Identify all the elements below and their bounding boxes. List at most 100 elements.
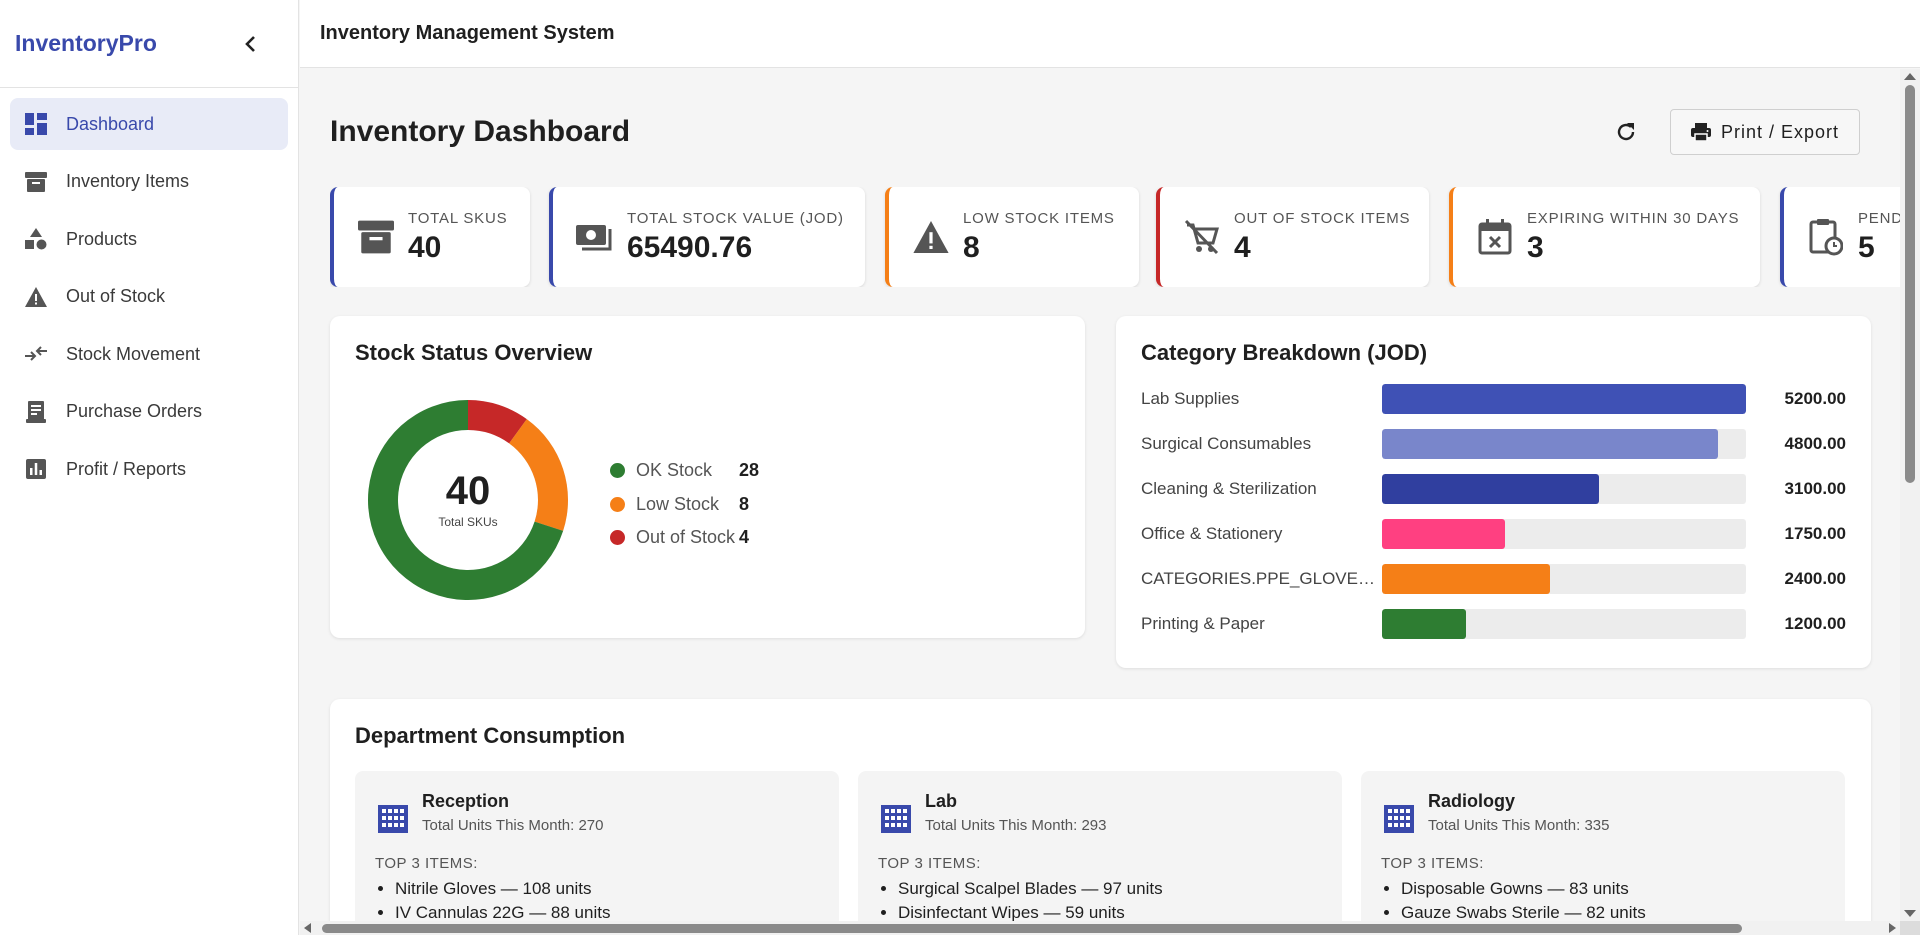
archive-box-icon <box>356 217 396 257</box>
category-name: Cleaning & Sterilization <box>1141 479 1317 498</box>
donut-svg <box>368 400 568 600</box>
sidebar-item-products[interactable]: Products <box>10 213 288 265</box>
list-item: Nitrile Gloves — 108 units <box>395 879 610 903</box>
refresh-icon <box>1617 123 1635 141</box>
legend-dot <box>610 530 625 546</box>
scrollbar-corner <box>1900 921 1920 935</box>
card-title: Department Consumption <box>355 723 626 748</box>
sidebar-item-purchase-orders[interactable]: Purchase Orders <box>10 386 288 438</box>
list-item: Gauze Swabs Sterile — 82 units <box>1401 903 1646 921</box>
scroll-down-arrow-icon[interactable] <box>1904 910 1916 917</box>
kpi-pending: PENDING 5 <box>1780 187 1900 287</box>
warning-icon <box>24 285 48 309</box>
collapse-sidebar-button[interactable] <box>236 30 264 58</box>
brand-bar: InventoryPro <box>0 0 298 88</box>
stock-status-card: Stock Status Overview 40 Total SKUs OK S… <box>330 316 1085 638</box>
scroll-right-arrow-icon[interactable] <box>1889 923 1896 933</box>
kpi-value: 4 <box>1234 230 1251 264</box>
list-item: Disinfectant Wipes — 59 units <box>898 903 1163 921</box>
kpi-value: 5 <box>1858 230 1875 264</box>
department-name: Reception <box>422 791 510 811</box>
category-row: Cleaning & Sterilization 3100.00 <box>1141 474 1846 504</box>
category-name: Printing & Paper <box>1141 614 1265 633</box>
horizontal-scroll-thumb[interactable] <box>322 924 1742 933</box>
building-icon <box>881 805 911 833</box>
department-consumption-card: Department Consumption Reception Total U… <box>330 699 1871 921</box>
top-items-list: Surgical Scalpel Blades — 97 units Disin… <box>898 879 1163 921</box>
warning-icon <box>911 217 951 257</box>
refresh-button[interactable] <box>1610 116 1642 148</box>
scroll-up-arrow-icon[interactable] <box>1904 73 1916 80</box>
legend-item-out: Out of Stock 4 <box>610 521 759 555</box>
receipt-icon <box>24 400 48 424</box>
shapes-icon <box>24 227 48 251</box>
sidebar-item-label: Purchase Orders <box>66 401 203 421</box>
kpi-low-stock: LOW STOCK ITEMS 8 <box>885 187 1139 287</box>
department-name: Lab <box>925 791 958 811</box>
donut-total-label: Total SKUs <box>438 515 498 529</box>
cart-off-icon <box>1182 217 1222 257</box>
category-row: Printing & Paper 1200.00 <box>1141 609 1846 639</box>
category-value: 1750.00 <box>1784 524 1846 543</box>
kpi-out-of-stock: OUT OF STOCK ITEMS 4 <box>1156 187 1429 287</box>
kpi-row: TOTAL SKUS 40 TOTAL STOCK VALUE (JOD) 65… <box>330 187 1900 287</box>
category-bar <box>1382 474 1599 504</box>
chevron-left-icon <box>245 35 255 52</box>
category-value: 4800.00 <box>1784 434 1846 453</box>
sidebar-item-label: Products <box>66 228 138 249</box>
donut-total: 40 <box>445 469 491 513</box>
category-bar-track <box>1382 519 1746 549</box>
category-breakdown-card: Category Breakdown (JOD) Lab Supplies 520… <box>1116 316 1871 668</box>
sidebar-item-dashboard[interactable]: Dashboard <box>10 98 288 150</box>
scroll-left-arrow-icon[interactable] <box>304 923 311 933</box>
sidebar-nav: Dashboard Inventory Items Products Out o… <box>0 88 298 511</box>
brand-name: InventoryPro <box>15 30 157 56</box>
sidebar-item-stock-movement[interactable]: Stock Movement <box>10 328 288 380</box>
sidebar: InventoryPro Dashboard Inventory Items P… <box>0 0 299 935</box>
app-title: Inventory Management System <box>320 22 615 44</box>
category-name: Surgical Consumables <box>1141 434 1312 453</box>
dashboard-icon <box>24 112 48 136</box>
category-bar-track <box>1382 474 1746 504</box>
category-value: 5200.00 <box>1784 389 1846 408</box>
list-item: IV Cannulas 22G — 88 units <box>395 903 610 921</box>
sidebar-item-label: Dashboard <box>66 113 155 134</box>
building-icon <box>1384 805 1414 833</box>
top-items-list: Disposable Gowns — 83 units Gauze Swabs … <box>1401 879 1646 921</box>
vertical-scrollbar[interactable] <box>1900 69 1920 921</box>
legend-dot <box>610 496 625 512</box>
card-title: Stock Status Overview <box>355 340 593 365</box>
top-items-list: Nitrile Gloves — 108 units IV Cannulas 2… <box>395 879 610 921</box>
vertical-scroll-thumb[interactable] <box>1905 85 1915 483</box>
horizontal-scrollbar[interactable] <box>300 921 1900 935</box>
list-item: Disposable Gowns — 83 units <box>1401 879 1646 903</box>
donut-center: 40 Total SKUs <box>368 400 568 600</box>
top-items-label: TOP 3 ITEMS: <box>375 855 478 872</box>
kpi-label: PENDING <box>1858 209 1900 227</box>
department-card-reception: Reception Total Units This Month: 270 TO… <box>355 771 839 921</box>
clipboard-clock-icon <box>1806 217 1846 257</box>
kpi-expiring: EXPIRING WITHIN 30 DAYS 3 <box>1449 187 1760 287</box>
sidebar-item-profit-reports[interactable]: Profit / Reports <box>10 443 288 495</box>
category-row: Lab Supplies 5200.00 <box>1141 384 1846 414</box>
page-header: Inventory Dashboard Print / Export <box>330 107 1860 157</box>
donut-segment-low-stock <box>509 419 568 531</box>
printer-icon <box>1690 123 1711 141</box>
topbar: Inventory Management System <box>300 0 1920 68</box>
category-bar-track <box>1382 609 1746 639</box>
top-items-label: TOP 3 ITEMS: <box>1381 855 1484 872</box>
legend-name: Out of Stock <box>636 527 736 548</box>
legend-item-low: Low Stock 8 <box>610 488 759 522</box>
sidebar-item-out-of-stock[interactable]: Out of Stock <box>10 271 288 323</box>
department-name: Radiology <box>1428 791 1516 811</box>
category-value: 3100.00 <box>1784 479 1846 498</box>
page-title: Inventory Dashboard <box>330 115 631 148</box>
header-actions: Print / Export <box>1610 109 1860 155</box>
print-export-button[interactable]: Print / Export <box>1669 109 1860 155</box>
kpi-label: TOTAL SKUS <box>408 209 508 227</box>
kpi-total-skus: TOTAL SKUS 40 <box>330 187 530 287</box>
sidebar-item-inventory-items[interactable]: Inventory Items <box>10 156 288 208</box>
department-total: Total Units This Month: 335 <box>1428 817 1610 834</box>
category-row: CATEGORIES.PPE_GLOVES... 2400.00 <box>1141 564 1846 594</box>
legend-value: 28 <box>739 460 760 481</box>
